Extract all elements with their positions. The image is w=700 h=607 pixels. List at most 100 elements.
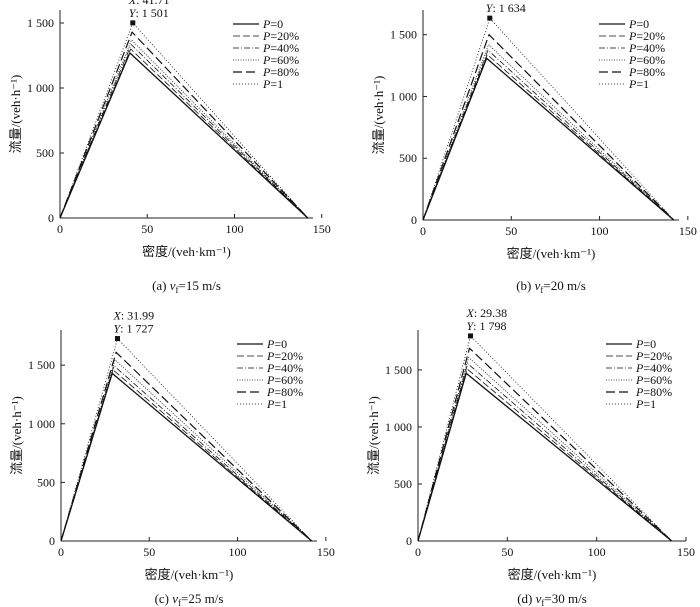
x-tick-label: 150 [313,222,331,236]
x-tick-label: 50 [141,222,153,236]
legend-label: P=1 [266,397,287,411]
legend-label: P=0 [635,337,656,351]
peak-annotation-y: Y: 1 634 [486,1,526,15]
legend-label: P=20% [628,29,665,43]
peak-annotation-x: X: 41.71 [128,0,170,7]
y-tick-label: 1 000 [28,417,55,431]
legend-label: P=80% [266,385,303,399]
y-axis-title: 流量/(veh·h⁻¹) [366,396,381,475]
chart-panel-4: 0 50 100 150 0 500 1 000 1 500 密度/(veh·km⁻¹) 流量/(… [366,306,695,607]
peak-annotation-y: Y: 1 501 [129,6,169,20]
y-tick-label: 1 000 [27,81,54,95]
legend-label: P=40% [266,361,303,375]
series-line-p20 [60,369,312,542]
x-axis-title: 密度/(veh·km⁻¹) [142,244,231,259]
y-axis-title: 流量/(veh·h⁻¹) [8,75,23,154]
panel-caption: (a) vf=15 m/s [152,278,221,295]
legend-label: P=40% [262,41,299,55]
y-tick-label: 500 [36,146,54,160]
peak-annotation-x: X: 29.38 [465,306,507,320]
legend-label: P=80% [635,385,672,399]
y-tick-label: 1 000 [385,420,412,434]
x-tick-label: 150 [679,224,697,238]
legend-label: P=0 [266,337,287,351]
x-tick-label: 50 [501,545,513,559]
peak-marker [467,333,473,339]
series-line-p60 [60,359,312,542]
x-tick-label: 100 [225,222,243,236]
series-line-p80 [417,347,673,542]
x-tick-label: 100 [591,224,609,238]
y-tick-label: 1 000 [390,89,417,103]
y-axis-title: 流量/(veh·h⁻¹) [371,76,386,155]
panel-caption: (b) vf=20 m/s [516,278,586,295]
chart-panel-1: 0 50 100 150 0 500 1 000 1 500 密度/(veh·km⁻¹) 流量/(… [8,0,331,295]
y-tick-label: 500 [394,477,412,491]
series-line-p20 [417,368,672,542]
x-tick-label: 0 [420,224,426,238]
x-tick-label: 50 [505,224,517,238]
x-tick-label: 0 [58,545,64,559]
series-line-p40 [417,363,672,542]
chart-panel-3: 0 50 100 150 0 500 1 000 1 500 密度/(veh·km⁻¹) 流量/(… [9,309,335,607]
legend-label: P=0 [628,17,649,31]
chart-panel-2: 0 50 100 150 0 500 1 000 1 500 密度/(veh·km⁻¹) 流量/(… [371,0,697,295]
peak-annotation-y: Y: 1 798 [466,319,506,333]
series-line-p20 [422,54,674,221]
x-tick-label: 100 [229,545,247,559]
legend-label: P=80% [262,65,299,79]
legend: P=0P=20%P=40%P=60%P=80%P=1 [233,17,299,91]
y-tick-label: 1 500 [28,358,55,372]
peak-annotation-y: Y: 1 727 [113,322,153,336]
y-tick-label: 1 500 [27,16,54,30]
x-axis-title: 密度/(veh·km⁻¹) [145,567,234,582]
series-line-p60 [417,357,672,542]
legend-label: P=20% [266,349,303,363]
legend-label: P=60% [628,53,665,67]
y-tick-label: 500 [37,475,55,489]
peak-marker [487,15,493,21]
legend-label: P=40% [635,361,672,375]
x-tick-label: 150 [317,545,335,559]
legend-label: P=20% [262,29,299,43]
y-tick-label: 1 500 [385,363,412,377]
series-line-p40 [422,49,674,221]
peak-marker [130,20,136,26]
legend-label: P=40% [628,41,665,55]
peak-annotation-x: X: 31.99 [112,309,154,323]
legend-label: P=60% [262,53,299,67]
y-tick-label: 0 [48,211,54,225]
legend-label: P=20% [635,349,672,363]
series-line-p40 [59,44,309,219]
y-tick-label: 0 [49,534,55,548]
peak-annotation-x: X: 37.83 [485,0,527,2]
legend-label: P=80% [628,65,665,79]
x-axis-title: 密度/(veh·km⁻¹) [507,246,596,261]
legend-label: P=1 [628,77,649,91]
x-tick-label: 0 [415,545,421,559]
y-tick-label: 1 500 [390,28,417,42]
legend: P=0P=20%P=40%P=60%P=80%P=1 [606,337,672,411]
y-tick-label: 500 [399,151,417,165]
legend-label: P=60% [635,373,672,387]
y-axis-title: 流量/(veh·h⁻¹) [9,396,24,475]
legend-label: P=0 [262,17,283,31]
peak-marker [114,336,120,342]
x-axis-title: 密度/(veh·km⁻¹) [508,567,597,582]
y-tick-label: 0 [411,213,417,227]
panel-caption: (c) vf=25 m/s [155,591,224,607]
series-line-p0 [59,52,309,219]
legend-label: P=1 [262,77,283,91]
x-tick-label: 50 [143,545,155,559]
legend: P=0P=20%P=40%P=60%P=80%P=1 [237,337,303,411]
x-tick-label: 0 [57,222,63,236]
panel-caption: (d) vf=30 m/s [517,591,587,607]
legend: P=0P=20%P=40%P=60%P=80%P=1 [599,17,665,91]
series-line-p1 [59,22,309,219]
series-line-p20 [59,48,309,219]
series-line-p80 [59,31,309,219]
series-line-p0 [422,57,675,221]
legend-label: P=1 [635,397,656,411]
x-tick-label: 100 [588,545,606,559]
